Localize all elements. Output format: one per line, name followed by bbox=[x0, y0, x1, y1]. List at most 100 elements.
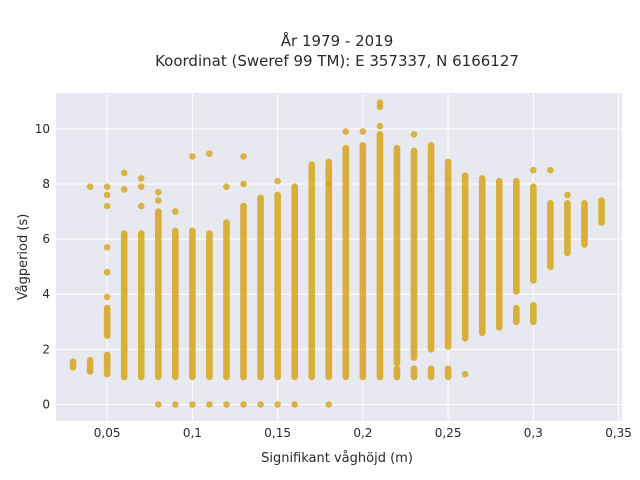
data-point-cluster bbox=[581, 199, 588, 248]
data-point-cluster bbox=[120, 230, 128, 381]
data-point-cluster bbox=[376, 131, 384, 381]
data-point-cluster bbox=[206, 230, 213, 381]
data-point bbox=[103, 191, 111, 199]
data-point bbox=[530, 166, 537, 174]
data-point-cluster bbox=[444, 365, 452, 381]
data-point bbox=[291, 401, 298, 408]
data-point-cluster bbox=[240, 202, 247, 381]
x-tick-label: 0,15 bbox=[264, 426, 291, 440]
data-point-cluster bbox=[393, 365, 401, 381]
data-point bbox=[240, 153, 247, 160]
x-tick-label: 0,3 bbox=[524, 426, 543, 440]
data-point-cluster bbox=[530, 301, 537, 326]
data-point-cluster bbox=[427, 365, 435, 381]
y-axis-label: Vågperiod (s) bbox=[16, 214, 31, 301]
data-point-cluster bbox=[530, 183, 537, 284]
data-point bbox=[376, 99, 384, 106]
data-point-cluster bbox=[274, 191, 281, 381]
data-points bbox=[69, 99, 605, 408]
data-point-cluster bbox=[478, 175, 486, 337]
data-point bbox=[274, 177, 281, 185]
data-point-cluster bbox=[103, 351, 111, 378]
data-point bbox=[120, 169, 128, 177]
x-tick-label: 0,2 bbox=[353, 426, 372, 440]
data-point bbox=[86, 183, 94, 191]
data-point-cluster bbox=[427, 142, 435, 353]
data-point bbox=[342, 128, 350, 135]
data-point-cluster bbox=[172, 227, 179, 381]
data-point bbox=[206, 401, 213, 408]
data-point bbox=[137, 183, 145, 191]
data-point-cluster bbox=[308, 161, 316, 381]
data-point-cluster bbox=[461, 172, 469, 342]
y-tick-label: 4 bbox=[42, 287, 50, 301]
data-point bbox=[154, 188, 162, 196]
data-point-cluster bbox=[154, 208, 162, 381]
data-point-cluster bbox=[69, 358, 77, 371]
data-point bbox=[103, 202, 111, 210]
data-point bbox=[103, 268, 111, 276]
chart-title-line2: Koordinat (Sweref 99 TM): E 357337, N 61… bbox=[155, 52, 519, 70]
data-point-cluster bbox=[189, 227, 196, 381]
plot-area bbox=[56, 93, 622, 421]
data-point-cluster bbox=[513, 177, 520, 295]
data-point-cluster bbox=[444, 158, 452, 350]
data-point bbox=[189, 401, 196, 408]
data-point bbox=[137, 175, 145, 182]
data-point-cluster bbox=[137, 230, 145, 381]
x-axis-ticks: 0,05 0,1 0,15 0,2 0,25 0,3 0,35 bbox=[94, 426, 632, 440]
data-point bbox=[240, 180, 247, 188]
data-point bbox=[120, 186, 128, 193]
data-point-cluster bbox=[86, 357, 94, 375]
data-point bbox=[257, 401, 264, 408]
data-point bbox=[461, 370, 469, 378]
data-point-cluster bbox=[513, 304, 520, 326]
y-axis-ticks: 0 2 4 6 8 10 bbox=[35, 122, 50, 412]
y-tick-label: 0 bbox=[42, 397, 50, 411]
data-point bbox=[240, 401, 247, 408]
x-tick-label: 0,35 bbox=[605, 426, 632, 440]
data-point-cluster bbox=[410, 365, 418, 381]
x-tick-label: 0,25 bbox=[435, 426, 462, 440]
y-tick-label: 10 bbox=[35, 122, 50, 136]
data-point bbox=[376, 122, 384, 130]
data-point-cluster bbox=[257, 194, 264, 381]
data-point bbox=[223, 183, 230, 191]
data-point bbox=[103, 244, 111, 251]
data-point-cluster bbox=[598, 197, 605, 226]
data-point bbox=[154, 401, 162, 408]
data-point bbox=[410, 131, 418, 138]
data-point bbox=[137, 202, 145, 210]
data-point bbox=[359, 128, 367, 135]
data-point-cluster bbox=[495, 177, 503, 331]
x-tick-label: 0,05 bbox=[94, 426, 121, 440]
data-point bbox=[103, 293, 111, 301]
data-point bbox=[325, 401, 333, 408]
data-point-cluster bbox=[325, 158, 333, 381]
data-point-cluster bbox=[547, 199, 554, 270]
x-tick-label: 0,1 bbox=[183, 426, 202, 440]
data-point-cluster bbox=[393, 144, 401, 367]
y-tick-label: 6 bbox=[42, 232, 50, 246]
data-point bbox=[206, 150, 213, 157]
data-point bbox=[325, 180, 333, 188]
y-tick-label: 2 bbox=[42, 342, 50, 356]
data-point bbox=[274, 401, 281, 408]
y-tick-label: 8 bbox=[42, 177, 50, 191]
data-point bbox=[189, 153, 196, 160]
data-point bbox=[172, 208, 179, 215]
data-point bbox=[103, 183, 111, 191]
data-point-cluster bbox=[564, 199, 571, 257]
data-point bbox=[564, 191, 571, 199]
data-point bbox=[223, 401, 230, 408]
data-point bbox=[154, 197, 162, 204]
data-point-cluster bbox=[223, 219, 230, 381]
chart-title-line1: År 1979 - 2019 bbox=[281, 31, 394, 50]
data-point-cluster bbox=[103, 304, 111, 339]
data-point bbox=[172, 401, 179, 408]
data-point bbox=[547, 166, 554, 174]
data-point-cluster bbox=[410, 147, 418, 361]
data-point-cluster bbox=[291, 183, 298, 381]
data-point-cluster bbox=[359, 142, 367, 381]
